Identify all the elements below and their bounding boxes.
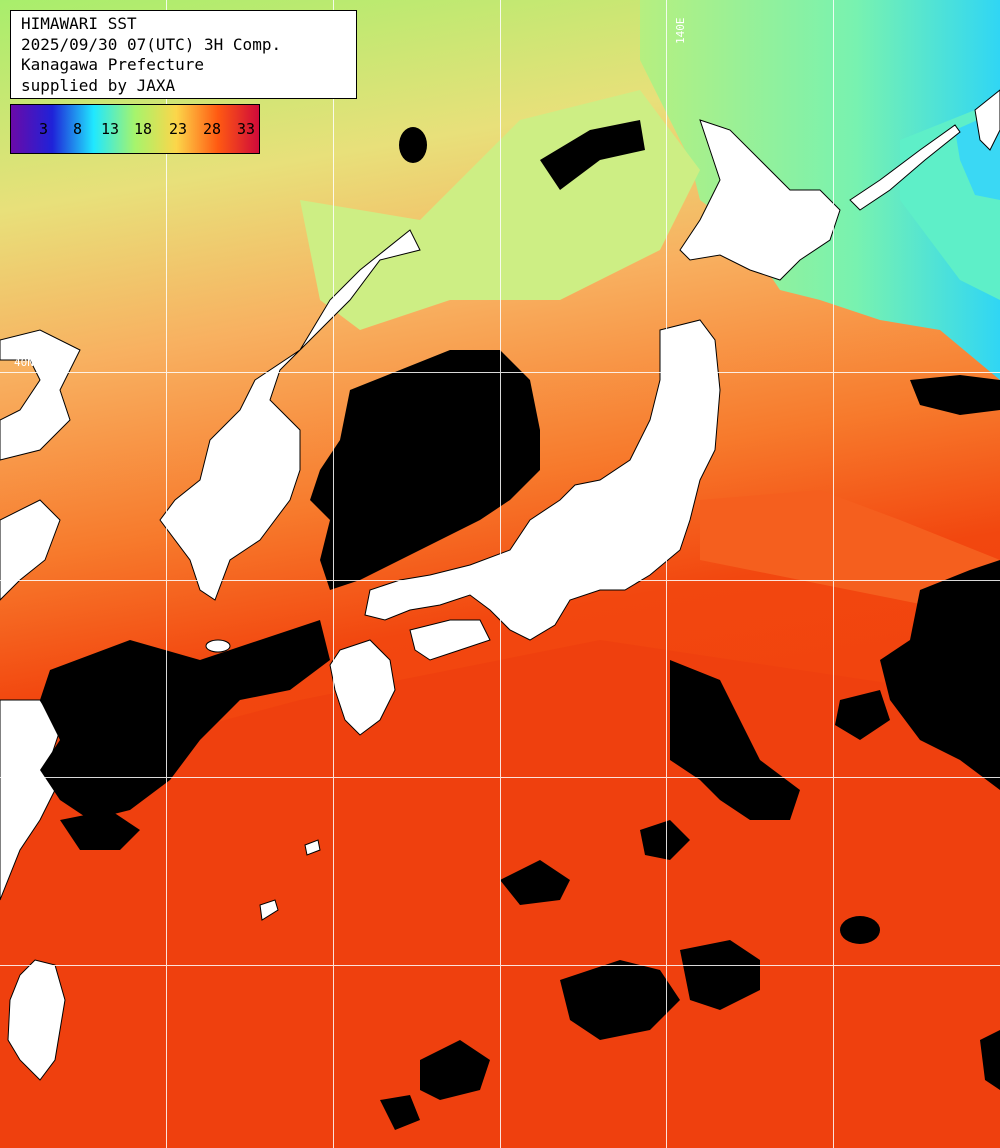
cloud-cover [40,120,1000,1130]
kyushu-landmass [329,639,396,736]
cloud-pacific-central [670,660,800,820]
grid-label-40n: 40N [14,356,34,369]
grid-label-30n: 30N [18,762,38,775]
land [0,89,1000,1081]
legend-tick-28: 28 [203,120,222,138]
title-box: HIMAWARI SST 2025/09/30 07(UTC) 3H Comp.… [10,10,357,99]
cloud-south-6 [640,820,690,860]
legend-tick-33: 33 [237,120,256,138]
legend-tick-3: 3 [39,120,49,138]
title-line-supplier: supplied by JAXA [21,75,176,95]
grid-label-140e: 140E [674,18,687,45]
cloud-south-9 [840,916,880,944]
warm-water-kuroshio [700,490,1000,620]
cloud-yellow-sea [40,620,330,820]
cloud-south-3 [420,1040,490,1100]
korea-landmass [159,229,421,601]
cloud-south-5 [835,690,890,740]
jeju-island [205,639,231,653]
amami-island [304,839,321,856]
cloud-sea-of-japan [310,350,540,590]
taiwan-landmass [7,959,66,1081]
cloud-south-2 [680,940,760,1010]
color-scale-legend: 3 8 13 18 23 28 33 [10,104,260,154]
china-north-landmass [0,329,81,461]
legend-tick-23: 23 [169,120,188,138]
cloud-lake [399,127,427,163]
cloud-pacific-east [880,560,1000,790]
sakhalin-tip [974,89,1000,151]
legend-tick-8: 8 [73,120,83,138]
cloud-east-china-sea [60,810,140,850]
cloud-south-7 [380,1095,420,1130]
hokkaido-landmass [679,119,841,281]
shikoku-landmass [409,619,491,661]
china-east-landmass [0,499,61,601]
title-line-datetime: 2025/09/30 07(UTC) 3H Comp. [21,34,282,54]
cloud-south-8 [980,1030,1000,1090]
okinawa-island [259,899,279,921]
cloud-pacific-north [910,375,1000,415]
title-line-product: HIMAWARI SST [21,14,137,33]
legend-labels: 3 8 13 18 23 28 33 [11,105,259,153]
cloud-south-1 [560,960,680,1040]
cloud-south-4 [500,860,570,905]
cloud-primorye [540,120,645,190]
kuril-islands [849,124,961,211]
legend-tick-13: 13 [101,120,120,138]
honshu-landmass [364,319,721,641]
legend-tick-18: 18 [134,120,153,138]
title-line-region: Kanagawa Prefecture [21,55,205,74]
